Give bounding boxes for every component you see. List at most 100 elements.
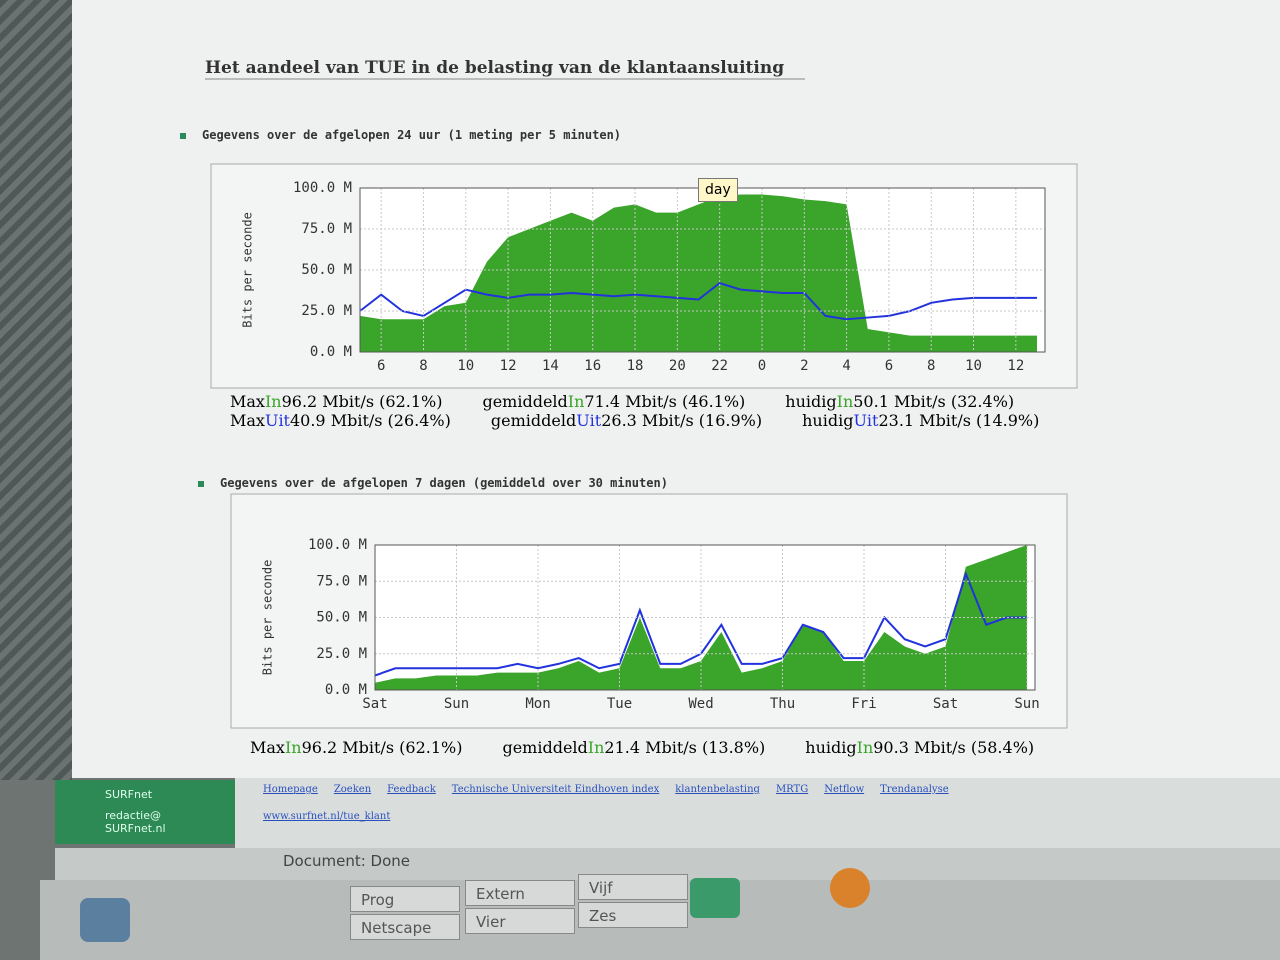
- section-heading: Gegevens over de afgelopen 7 dagen (gemi…: [198, 476, 668, 490]
- stat-value: 21.4 Mbit/s (13.8%): [604, 738, 766, 757]
- status-text: Document: Done: [283, 852, 410, 870]
- stat-value: 26.3 Mbit/s (16.9%): [601, 411, 763, 430]
- k-menu-icon[interactable]: [80, 898, 130, 942]
- page-title: Het aandeel van TUE in de belasting van …: [205, 58, 805, 80]
- stats-row: MaxUit40.9 Mbit/s (26.4%) gemiddeldUit26.…: [230, 411, 1079, 430]
- x-tick-label: 6: [377, 358, 385, 374]
- x-tick-label: 16: [584, 358, 601, 374]
- y-tick-label: 50.0 M: [301, 262, 352, 278]
- x-tick-label: Wed: [688, 696, 713, 712]
- stat-label: huidig: [802, 411, 854, 430]
- stat-label: Max: [230, 392, 265, 411]
- x-tick-label: 12: [1007, 358, 1024, 374]
- taskbar: Prog Extern Vijf Netscape Vier Zes: [40, 868, 1280, 960]
- y-tick-label: 0.0 M: [325, 682, 367, 698]
- x-tick-label: 8: [927, 358, 935, 374]
- x-tick-label: Tue: [607, 696, 632, 712]
- link[interactable]: Homepage: [263, 784, 318, 795]
- link[interactable]: Zoeken: [333, 784, 372, 795]
- app-icon[interactable]: [690, 878, 740, 918]
- stat-label: Max: [250, 738, 285, 757]
- link[interactable]: Technische Universiteit Eindhoven index: [451, 784, 660, 795]
- stat-label: Max: [230, 411, 265, 430]
- sidebar-text: SURFnet: [105, 788, 153, 801]
- area: [360, 194, 1037, 352]
- series-name: In: [587, 738, 605, 757]
- y-tick-label: 100.0 M: [308, 537, 367, 553]
- chart: Bits per seconde Sat Sun Mon Tue Wed Thu Fri Sat…: [230, 493, 1068, 729]
- x-tick-label: 20: [669, 358, 686, 374]
- x-tick-label: Sun: [1014, 696, 1039, 712]
- stats: MaxIn96.2 Mbit/s (62.1%) gemiddeldIn71.4 …: [230, 392, 1079, 430]
- x-tick-label: 14: [542, 358, 559, 374]
- line: [359, 282, 1037, 321]
- link[interactable]: MRTG: [775, 784, 809, 795]
- link-bar: Homepage Zoeken Feedback Technische Univers…: [235, 778, 1280, 848]
- y-axis-label: Bits per seconde: [261, 560, 275, 676]
- x-tick-label: Sat: [362, 696, 387, 712]
- series-name: In: [856, 738, 874, 757]
- y-tick-label: 100.0 M: [293, 180, 352, 196]
- plot-border: [374, 544, 1036, 691]
- x-tick-label: 4: [842, 358, 850, 374]
- task-button[interactable]: Vijf: [578, 874, 688, 900]
- series-name: Uit: [264, 411, 290, 430]
- task-button[interactable]: Netscape: [350, 914, 460, 940]
- series-name: In: [264, 392, 282, 411]
- stat-label: gemiddeld: [502, 738, 588, 757]
- y-tick-label: 75.0 M: [301, 221, 352, 237]
- section-heading: Gegevens over de afgelopen 24 uur (1 met…: [180, 128, 621, 142]
- y-tick-label: 75.0 M: [316, 573, 367, 589]
- series-name: In: [284, 738, 302, 757]
- x-tick-label: 8: [419, 358, 427, 374]
- link[interactable]: Feedback: [387, 784, 436, 795]
- stat-value: 71.4 Mbit/s (46.1%): [584, 392, 746, 411]
- x-tick-label: Thu: [770, 696, 795, 712]
- x-tick-label: 10: [965, 358, 982, 374]
- task-button[interactable]: Extern: [465, 880, 575, 906]
- chart: Bits per seconde 6 8 10 12 14 16 18 20 22 0 2 4 6 8 10 1…: [210, 163, 1078, 389]
- stat-value: 50.1 Mbit/s (32.4%): [853, 392, 1015, 411]
- link-row: www.surfnet.nl/tue_klant: [235, 801, 1280, 832]
- link[interactable]: Trendanalyse: [880, 784, 949, 795]
- y-tick-label: 25.0 M: [316, 646, 367, 662]
- x-tick-label: Sun: [444, 696, 469, 712]
- link[interactable]: Netflow: [824, 784, 865, 795]
- x-tick-label: Fri: [851, 696, 876, 712]
- stat-label: huidig: [785, 392, 837, 411]
- stat-label: gemiddeld: [490, 411, 577, 430]
- x-tick-label: 6: [885, 358, 893, 374]
- task-button[interactable]: Vier: [465, 908, 575, 934]
- sidebar-text[interactable]: redactie@ SURFnet.nl: [105, 809, 166, 835]
- x-tick-label: 18: [627, 358, 644, 374]
- series-name: Uit: [576, 411, 602, 430]
- stat-value: 96.2 Mbit/s (62.1%): [281, 392, 443, 411]
- x-tick-label: 2: [800, 358, 808, 374]
- task-button[interactable]: Zes: [578, 902, 688, 928]
- x-tick-label: 22: [711, 358, 728, 374]
- link-row: Homepage Zoeken Feedback Technische Univers…: [235, 778, 1280, 801]
- sidebar: SURFnet redactie@ SURFnet.nl: [55, 780, 235, 844]
- stat-value: 40.9 Mbit/s (26.4%): [289, 411, 451, 430]
- stat-label: gemiddeld: [482, 392, 568, 411]
- window-edge: [0, 0, 72, 780]
- task-button[interactable]: Prog: [350, 886, 460, 912]
- app-icon[interactable]: [830, 868, 870, 908]
- series-name: In: [836, 392, 854, 411]
- stat-value: 90.3 Mbit/s (58.4%): [873, 738, 1035, 757]
- y-tick-label: 50.0 M: [316, 610, 367, 626]
- x-tick-label: 0: [758, 358, 766, 374]
- link[interactable]: klantenbelasting: [675, 784, 760, 795]
- series-name: Uit: [853, 411, 879, 430]
- y-tick-label: 25.0 M: [301, 303, 352, 319]
- stat-value: 23.1 Mbit/s (14.9%): [878, 411, 1040, 430]
- link[interactable]: www.surfnet.nl/tue_klant: [263, 811, 391, 822]
- y-axis-label: Bits per seconde: [241, 212, 255, 328]
- stat-label: huidig: [805, 738, 857, 757]
- tooltip: day: [698, 178, 738, 202]
- x-tick-label: 10: [457, 358, 474, 374]
- stats: MaxIn96.2 Mbit/s (62.1%) gemiddeldIn21.4 …: [250, 738, 1074, 757]
- x-tick-label: Sat: [933, 696, 958, 712]
- stat-value: 96.2 Mbit/s (62.1%): [301, 738, 463, 757]
